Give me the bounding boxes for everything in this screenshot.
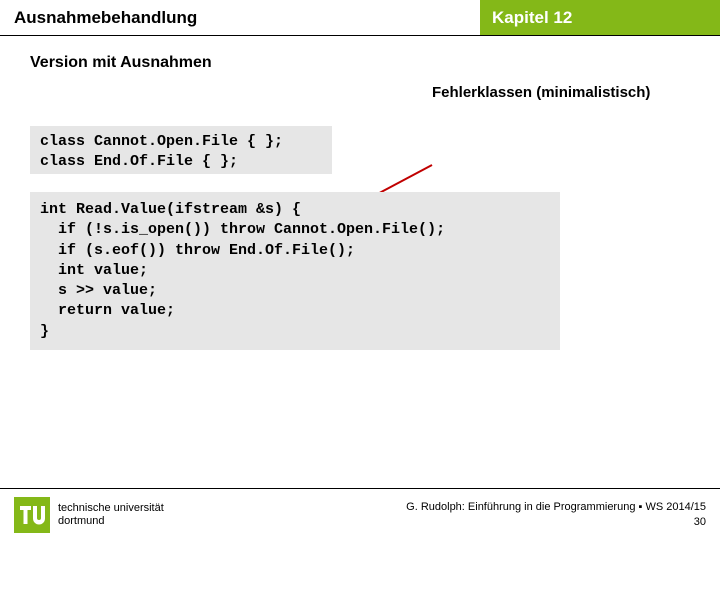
footer-line1: G. Rudolph: Einführung in die Programmie… — [406, 500, 706, 514]
code-block-error-classes: class Cannot.Open.File { }; class End.Of… — [30, 126, 332, 174]
code-block-read-value: int Read.Value(ifstream &s) { if (!s.is_… — [30, 192, 560, 350]
subtitle: Version mit Ausnahmen — [30, 54, 720, 72]
logo-text: technische universität dortmund — [58, 502, 164, 527]
header-title-left: Ausnahmebehandlung — [0, 0, 480, 35]
logo-line2: dortmund — [58, 515, 164, 528]
logo: technische universität dortmund — [14, 497, 164, 533]
annotation-label: Fehlerklassen (minimalistisch) — [432, 84, 650, 101]
footer-page-number: 30 — [406, 515, 706, 529]
logo-line1: technische universität — [58, 502, 164, 515]
header-title-right: Kapitel 12 — [480, 0, 720, 35]
header-bar: Ausnahmebehandlung Kapitel 12 — [0, 0, 720, 36]
footer-right: G. Rudolph: Einführung in die Programmie… — [406, 500, 706, 529]
footer: technische universität dortmund G. Rudol… — [0, 488, 720, 540]
tu-logo-icon — [14, 497, 50, 533]
